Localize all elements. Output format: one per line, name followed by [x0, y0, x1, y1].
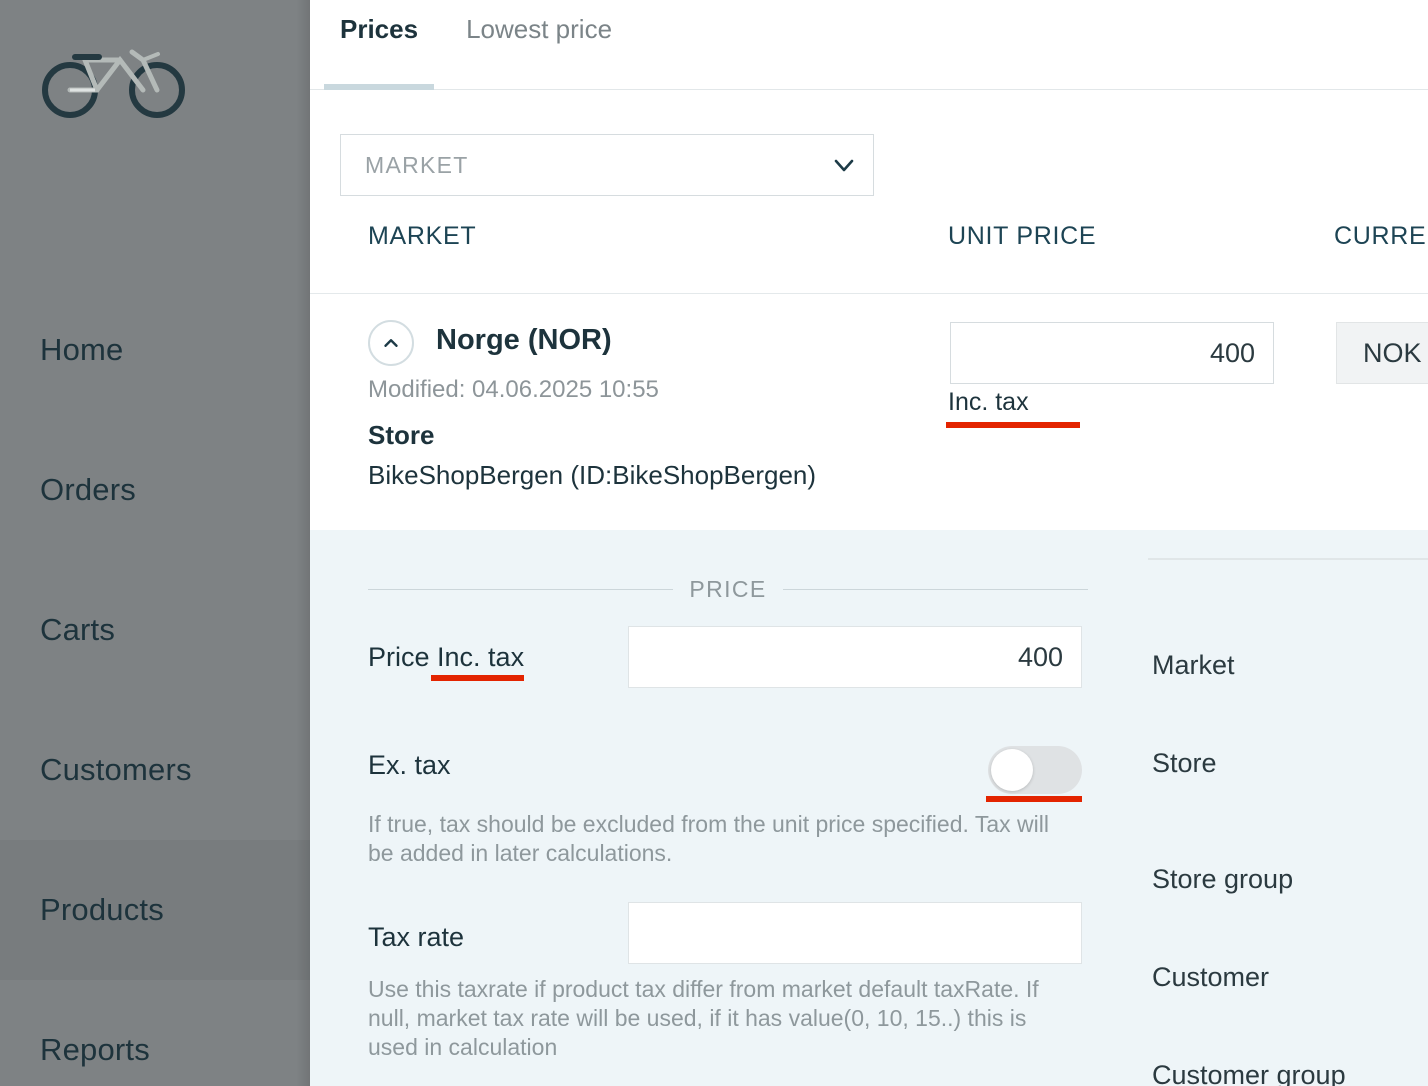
- tax-rate-input[interactable]: [628, 902, 1082, 964]
- price-input[interactable]: 400: [628, 626, 1082, 688]
- sidebar-item-label: Reports: [40, 1032, 150, 1067]
- sidebar: Home Orders Carts Customers Products Rep…: [0, 0, 310, 1086]
- price-label-highlight: Inc. tax: [431, 642, 525, 681]
- price-label-prefix: Price: [368, 642, 430, 672]
- scope-item-customer-group[interactable]: Customer group: [1152, 1060, 1346, 1086]
- tab-label: Lowest price: [466, 14, 613, 44]
- scope-list: Market Store Store group Customer Custom…: [1134, 530, 1428, 1086]
- row-market-name: Norge (NOR): [436, 324, 612, 356]
- sidebar-edge-shadow: [296, 0, 310, 1086]
- price-section-divider: PRICE: [368, 575, 1089, 602]
- divider-line-right: [782, 588, 1089, 590]
- sidebar-item-customers[interactable]: Customers: [0, 700, 310, 840]
- ex-tax-toggle[interactable]: [988, 746, 1082, 794]
- sidebar-item-products[interactable]: Products: [0, 840, 310, 980]
- sidebar-item-label: Customers: [40, 752, 192, 787]
- unit-price-input[interactable]: 400: [950, 322, 1274, 384]
- price-detail-panel: PRICE Price Inc. tax 400 Ex. tax If true…: [310, 530, 1428, 1086]
- sidebar-item-label: Home: [40, 332, 124, 367]
- tax-rate-field-label-row: Tax rate: [368, 922, 464, 953]
- sidebar-item-carts[interactable]: Carts: [0, 560, 310, 700]
- column-header-market: MARKET: [368, 222, 477, 250]
- scope-item-market[interactable]: Market: [1152, 650, 1235, 680]
- tab-prices[interactable]: Prices: [323, 0, 435, 90]
- sidebar-item-label: Products: [40, 892, 164, 927]
- row-store-label: Store: [368, 420, 435, 450]
- ex-tax-field-label-row: Ex. tax: [368, 750, 451, 781]
- tab-lowest-price[interactable]: Lowest price: [466, 0, 612, 90]
- price-value: 400: [1017, 641, 1063, 672]
- main-panel: Prices Lowest price MARKET MARKET UNIT P…: [310, 0, 1428, 1086]
- currency-value: NOK: [1363, 337, 1422, 368]
- unit-price-value: 400: [1209, 337, 1255, 368]
- tax-rate-label: Tax rate: [368, 922, 465, 952]
- price-section-label: PRICE: [689, 575, 767, 602]
- sidebar-item-label: Orders: [40, 472, 136, 507]
- column-header-unit-price: UNIT PRICE: [948, 222, 1097, 250]
- price-field-label-row: Price Inc. tax: [368, 642, 525, 681]
- market-select[interactable]: MARKET: [340, 134, 874, 196]
- annotation-underline-inc-tax: [946, 422, 1080, 428]
- toggle-knob: [991, 749, 1033, 791]
- sidebar-item-reports[interactable]: Reports: [0, 980, 310, 1086]
- ex-tax-help-text: If true, tax should be excluded from the…: [368, 811, 1049, 866]
- market-select-value: MARKET: [365, 151, 469, 178]
- scope-list-divider: [1148, 558, 1428, 560]
- tax-rate-help-text: Use this taxrate if product tax differ f…: [368, 976, 1039, 1060]
- annotation-underline-ex-tax-toggle: [986, 796, 1082, 802]
- unit-price-inc-tax-label: Inc. tax: [948, 388, 1029, 416]
- price-field-label: Price Inc. tax: [368, 642, 525, 681]
- sidebar-item-home[interactable]: Home: [0, 280, 310, 420]
- sidebar-item-label: Carts: [40, 612, 116, 647]
- sidebar-item-orders[interactable]: Orders: [0, 420, 310, 560]
- bicycle-logo-icon[interactable]: [40, 38, 185, 118]
- row-store-value: BikeShopBergen (ID:BikeShopBergen): [368, 460, 817, 490]
- tab-bar: Prices Lowest price: [310, 0, 1428, 90]
- scope-item-customer[interactable]: Customer: [1152, 962, 1270, 992]
- ex-tax-label: Ex. tax: [368, 750, 451, 780]
- column-header-currency: CURRE: [1334, 222, 1427, 250]
- row-modified-timestamp: Modified: 04.06.2025 10:55: [368, 376, 659, 403]
- scope-item-store[interactable]: Store: [1152, 748, 1217, 778]
- chevron-up-icon[interactable]: [368, 320, 414, 366]
- chevron-down-icon: [831, 152, 857, 178]
- currency-chip: NOK: [1336, 322, 1428, 384]
- divider-line-left: [368, 588, 674, 590]
- table-header: MARKET UNIT PRICE CURRE: [310, 222, 1428, 294]
- scope-item-store-group[interactable]: Store group: [1152, 864, 1294, 894]
- tab-label: Prices: [340, 14, 419, 44]
- table-row: Norge (NOR) Modified: 04.06.2025 10:55 S…: [310, 294, 1428, 530]
- sidebar-nav: Home Orders Carts Customers Products Rep…: [0, 280, 310, 1086]
